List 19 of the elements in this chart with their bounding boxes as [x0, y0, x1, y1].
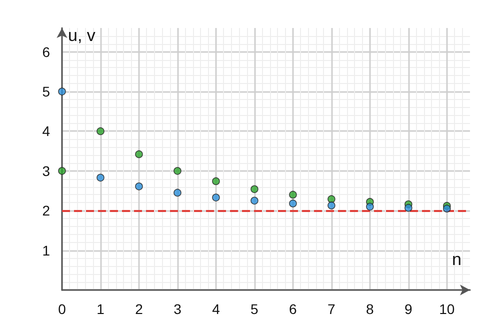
- y-tick-label: 2: [42, 202, 50, 219]
- x-tick-label: 0: [58, 301, 66, 317]
- x-tick-label: 1: [96, 301, 105, 317]
- x-tick-label: 6: [289, 301, 298, 317]
- x-tick-label: 3: [174, 301, 182, 317]
- x-axis-title: n: [452, 250, 462, 269]
- x-tick-label: 7: [328, 301, 336, 317]
- y-axis-title: u, v: [68, 26, 96, 45]
- y-tick-label: 1: [42, 242, 50, 258]
- x-tick-label: 5: [250, 301, 259, 317]
- x-tick-label: 8: [366, 301, 374, 317]
- x-tick-label: 10: [439, 301, 455, 317]
- y-tick-label: 4: [42, 123, 50, 140]
- y-tick-label: 5: [42, 84, 50, 100]
- y-tick-label: 6: [42, 44, 50, 60]
- x-tick-label: 4: [212, 301, 220, 317]
- y-tick-label: 3: [42, 162, 50, 179]
- x-tick-label: 2: [135, 301, 144, 317]
- x-tick-label: 9: [404, 301, 413, 317]
